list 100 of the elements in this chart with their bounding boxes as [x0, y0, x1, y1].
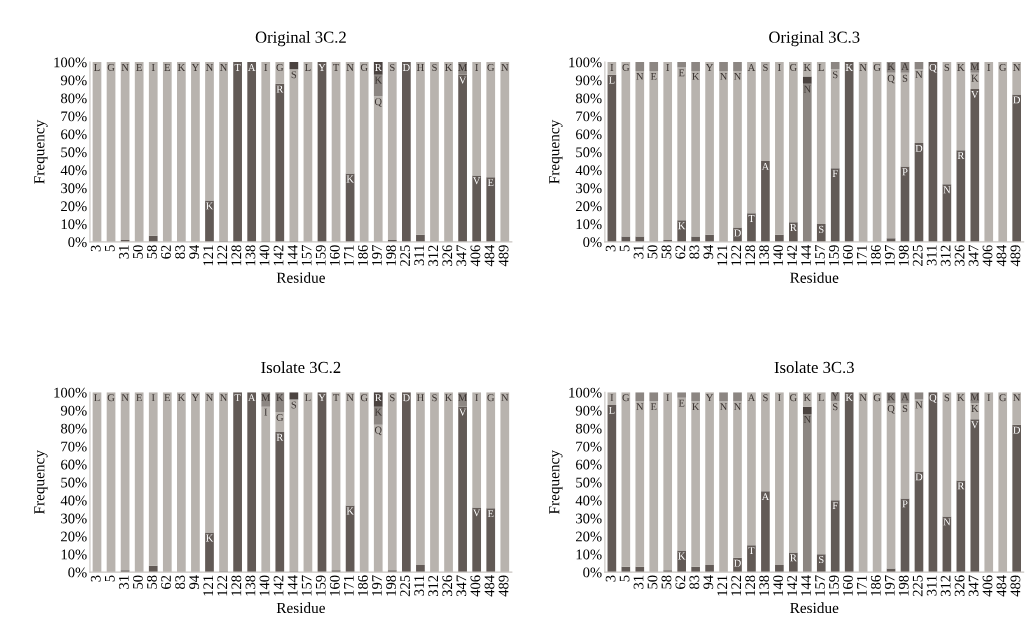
x-tick-label: 406 [982, 575, 993, 597]
data-label: T [748, 547, 755, 554]
x-tick-label: 138 [245, 245, 256, 266]
x-tick-label: 122 [217, 575, 228, 596]
x-tick-label: 144 [801, 244, 811, 266]
data-label: E [136, 64, 142, 71]
data-label: N [943, 186, 951, 194]
y-tick-label: 40% [575, 495, 602, 506]
data-label: D [1013, 426, 1021, 434]
x-tick-label: 484 [996, 575, 1007, 597]
x-tick-label: 144 [287, 244, 298, 266]
x-tick-label: 311 [414, 575, 425, 596]
data-label: A [248, 394, 256, 402]
data-label: L [608, 406, 615, 414]
data-label: K [374, 408, 382, 416]
y-axis-title: Frequency [34, 119, 48, 184]
x-tick-label: 122 [731, 245, 742, 266]
data-label: I [151, 64, 155, 71]
x-tick-label: 140 [259, 245, 270, 266]
x-tick-label: 5 [105, 575, 115, 582]
x-tick-label: 159 [829, 245, 839, 266]
data-label: E [650, 73, 657, 80]
x-tick-label: 171 [857, 575, 867, 596]
x-tick-label: 128 [231, 575, 242, 596]
data-label: G [790, 394, 797, 402]
data-label: N [859, 64, 867, 71]
data-label: N [501, 394, 509, 402]
x-tick-label: 31 [633, 575, 644, 589]
data-label: R [957, 482, 965, 490]
data-label: R [375, 64, 382, 71]
x-tick-label: 62 [161, 245, 171, 259]
data-label: G [487, 394, 495, 402]
data-label: E [650, 403, 657, 411]
data-label: N [943, 518, 951, 526]
x-tick-label: 198 [898, 575, 909, 596]
data-label: N [220, 394, 228, 402]
y-tick-label: 70% [61, 441, 87, 452]
x-tick-label: 121 [203, 575, 213, 596]
data-label: S [902, 74, 908, 82]
x-tick-label: 157 [815, 245, 825, 266]
data-label: L [94, 394, 100, 402]
data-label: S [432, 394, 437, 402]
data-label: G [276, 63, 284, 71]
data-label: K [206, 202, 214, 210]
data-label: S [390, 394, 395, 402]
x-tick-label: 159 [315, 575, 326, 596]
chart-title: Isolate 3C.3 [774, 361, 854, 374]
y-tick-label: 30% [576, 183, 602, 194]
y-tick-label: 60% [61, 129, 87, 140]
y-axis-title: Frequency [549, 450, 563, 515]
data-label: R [790, 554, 797, 562]
data-label: T [333, 394, 340, 402]
data-label: N [803, 85, 811, 93]
data-label: T [748, 215, 755, 222]
x-tick-label: 197 [884, 575, 895, 596]
x-tick-label: 50 [132, 245, 143, 259]
data-label: G [107, 394, 115, 402]
data-label: K [971, 405, 979, 412]
x-tick-label: 157 [815, 575, 825, 596]
data-label: R [276, 433, 284, 441]
data-label: K [957, 394, 965, 402]
y-tick-label: 90% [60, 75, 87, 86]
data-label: A [901, 393, 909, 401]
data-label: K [177, 64, 186, 71]
x-tick-label: 62 [675, 575, 686, 589]
data-label: K [445, 64, 453, 71]
data-label: I [666, 64, 670, 71]
x-tick-label: 83 [689, 245, 700, 259]
x-tick-label: 58 [147, 575, 157, 589]
x-tick-label: 3 [605, 245, 616, 252]
y-tick-label: 40% [60, 165, 87, 176]
y-tick-label: 60% [576, 459, 602, 470]
data-label: F [832, 502, 838, 510]
x-tick-label: 160 [842, 575, 853, 596]
data-label: S [833, 71, 838, 79]
y-tick-label: 0% [583, 237, 602, 248]
data-label: G [107, 63, 115, 71]
data-label: K [678, 552, 686, 560]
data-label: N [734, 403, 742, 411]
data-label: K [692, 403, 700, 411]
data-label: N [734, 73, 742, 80]
data-label: F [832, 170, 838, 177]
data-label: G [622, 63, 630, 71]
x-tick-label: 83 [175, 575, 186, 589]
x-tick-label: 138 [759, 575, 770, 596]
data-label: M [970, 63, 980, 70]
data-label: N [121, 64, 129, 71]
chart-title: Original 3C.2 [255, 31, 346, 47]
data-label: N [121, 394, 129, 402]
y-tick-label: 20% [61, 531, 87, 542]
data-label: M [458, 394, 467, 402]
y-tick-label: 20% [61, 201, 87, 212]
data-label: N [720, 403, 728, 411]
data-label: G [360, 394, 368, 402]
y-axis-title: Frequency [549, 119, 563, 184]
data-label: G [276, 414, 284, 421]
y-tick-label: 90% [60, 405, 87, 416]
x-tick-label: 171 [343, 245, 354, 266]
x-axis-title: Residue [276, 602, 325, 614]
x-tick-label: 197 [884, 245, 895, 266]
